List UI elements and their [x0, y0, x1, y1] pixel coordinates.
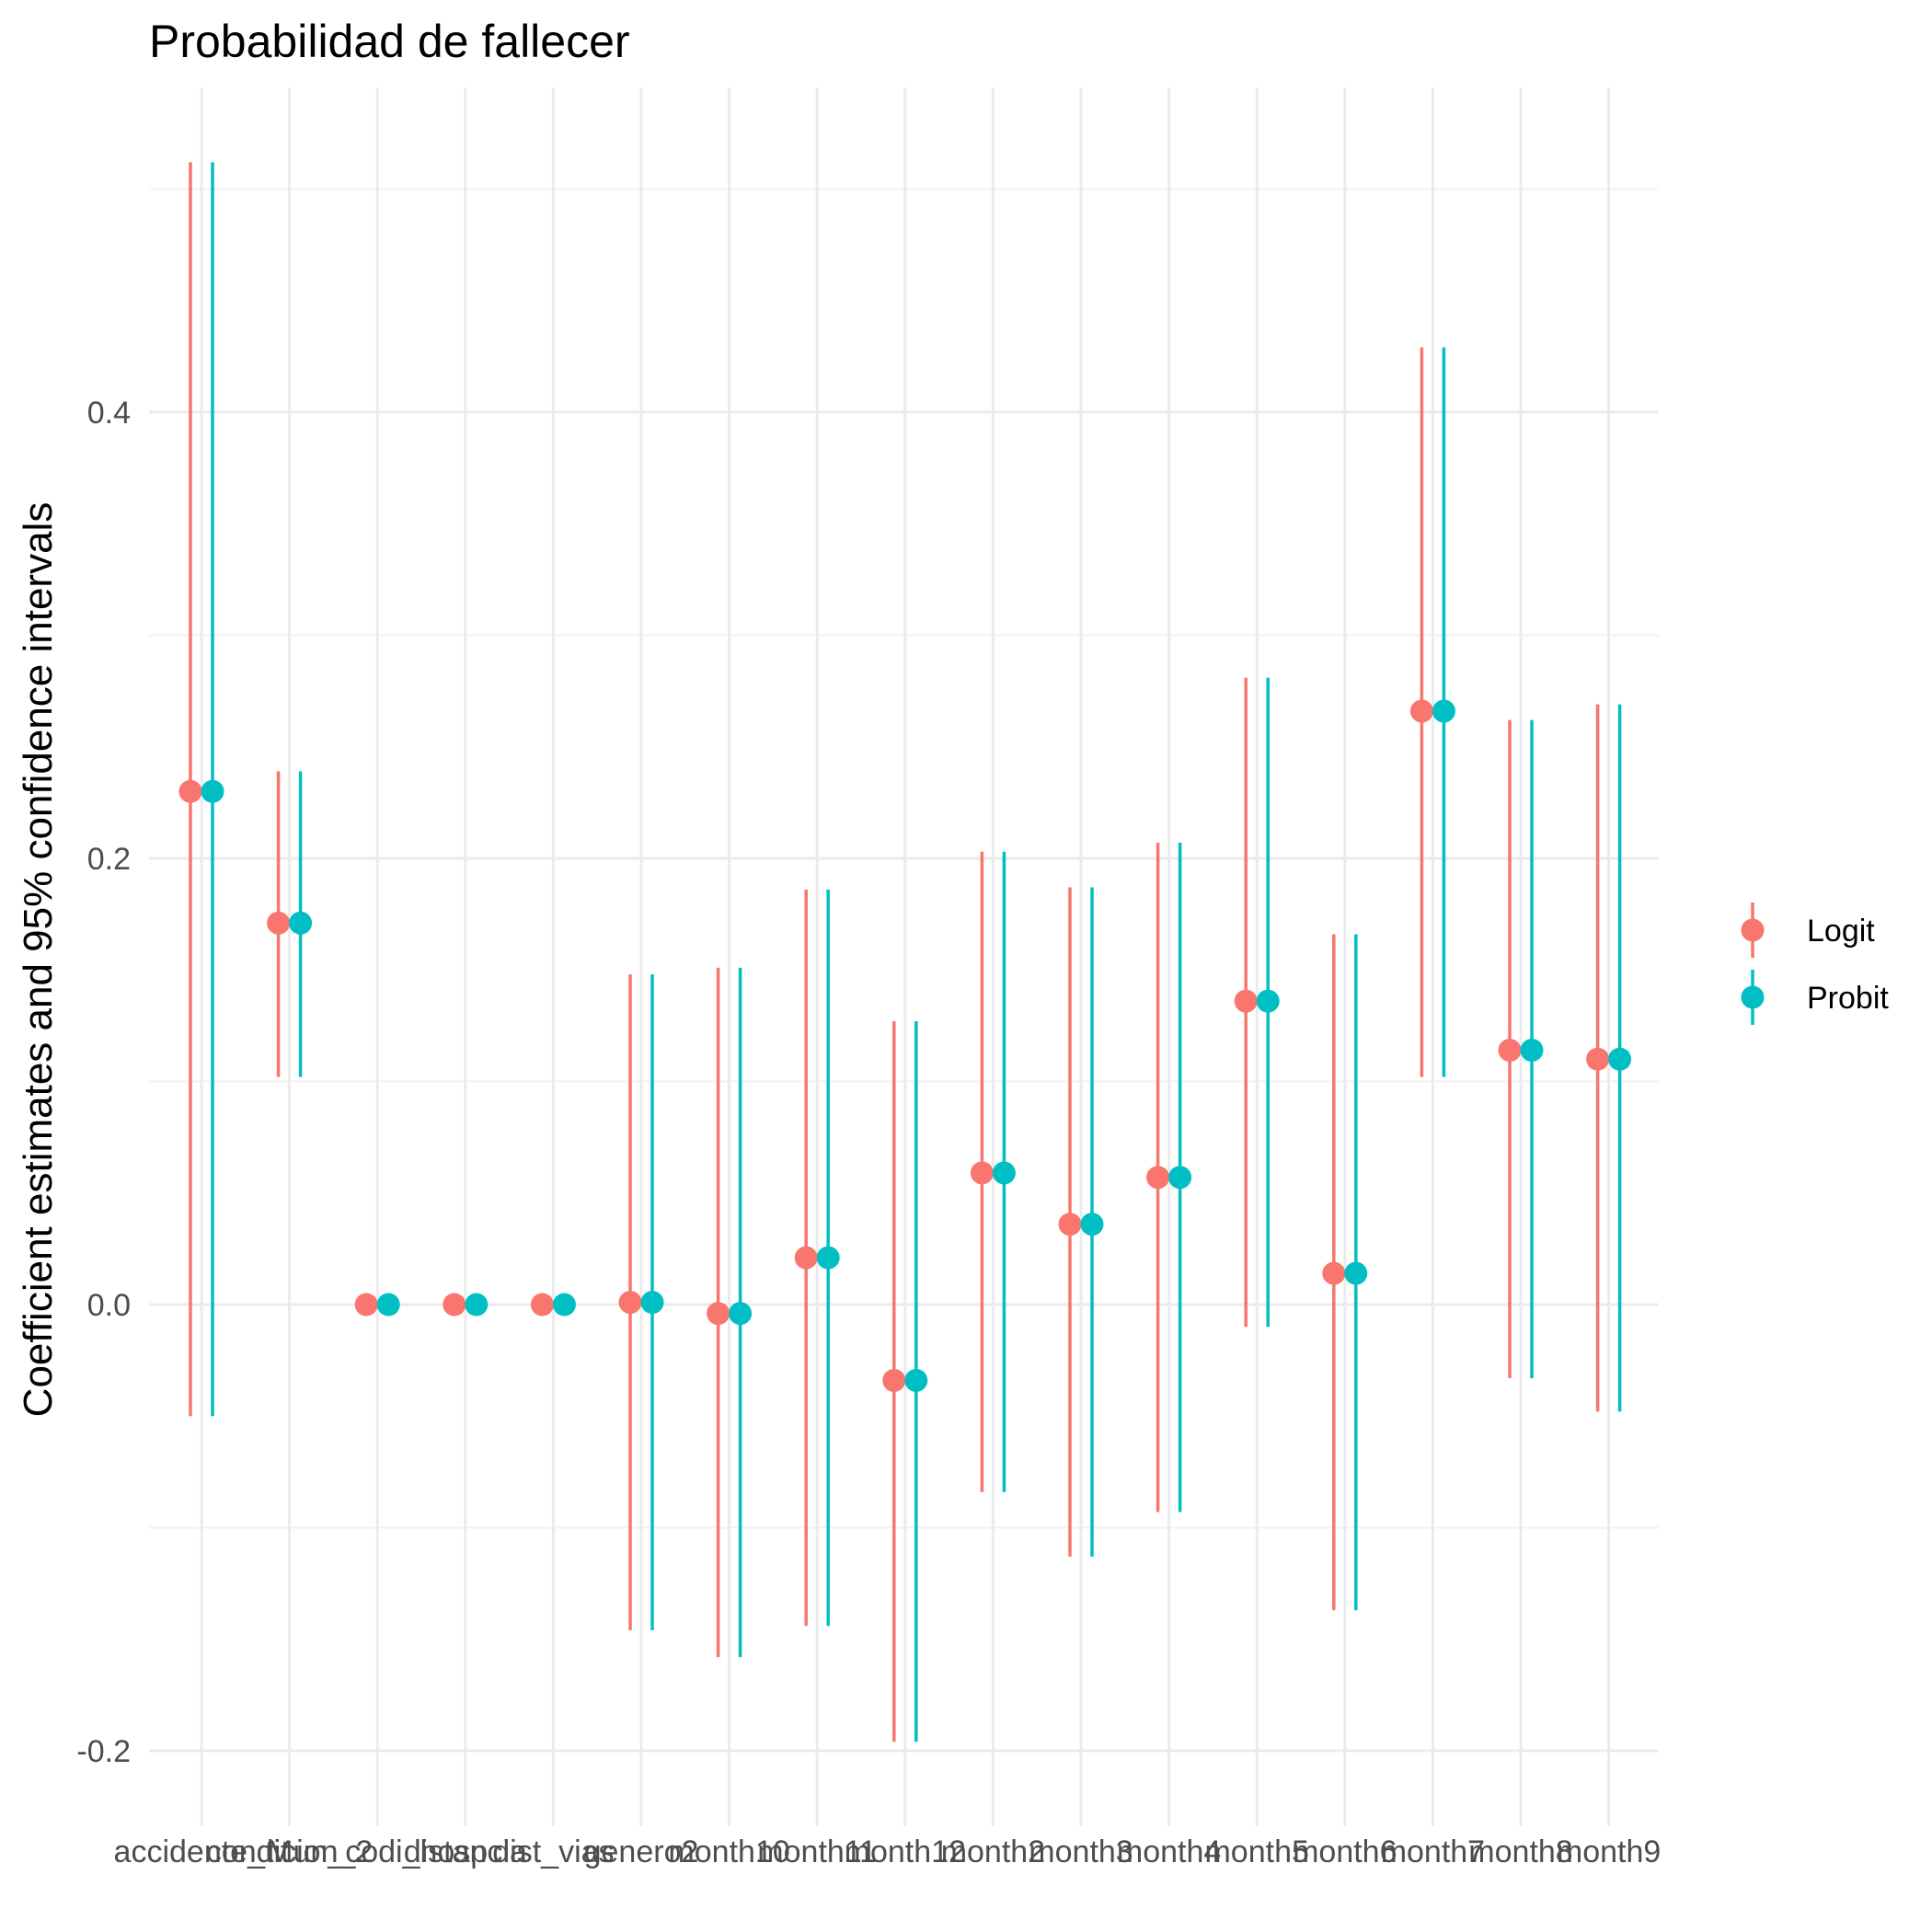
x-tick-label: Mun_codi_hosp [267, 1834, 488, 1869]
x-tick-label: month7 [1381, 1834, 1485, 1869]
coefficient-point [904, 1368, 928, 1392]
x-tick-label: month4 [1117, 1834, 1221, 1869]
coefficient-point [530, 1293, 554, 1317]
series-logit [178, 162, 1610, 1742]
series-probit [201, 162, 1632, 1742]
series-marks [178, 162, 1632, 1742]
x-tick-label: dist_vias [492, 1834, 614, 1869]
x-axis-ticks: accidente_titcondicion_2Mun_codi_hospdis… [114, 1834, 1662, 1869]
coefficient-point [1586, 1047, 1610, 1071]
legend-label: Logit [1807, 914, 1875, 949]
x-tick-label: month5 [1204, 1834, 1308, 1869]
coefficient-point [354, 1293, 378, 1317]
x-tick-label: month8 [1468, 1834, 1572, 1869]
coefficient-point [1146, 1166, 1170, 1190]
coefficient-point [1344, 1261, 1368, 1285]
y-axis-label: Coefficient estimates and 95% confidence… [16, 502, 61, 1418]
y-tick-label: 0.0 [87, 1288, 131, 1323]
legend-label: Probit [1807, 981, 1889, 1016]
coefficient-point [1234, 989, 1258, 1013]
x-tick-label: month10 [668, 1834, 789, 1869]
coefficient-point [1409, 699, 1433, 723]
y-tick-label: 0.4 [87, 396, 131, 431]
legend-key-point [1741, 918, 1765, 942]
coefficient-point [443, 1293, 466, 1317]
coefficient-point [1256, 989, 1280, 1013]
x-tick-label: month12 [845, 1834, 966, 1869]
legend: Logit Probit [1741, 903, 1889, 1025]
coefficient-point [618, 1291, 642, 1315]
coefficient-point [1058, 1213, 1082, 1236]
coefficient-point [1080, 1213, 1104, 1236]
x-tick-label: condicion_2 [206, 1834, 373, 1869]
coefficient-point [992, 1161, 1016, 1185]
y-tick-label: 0.2 [87, 842, 131, 877]
x-tick-label: month3 [1029, 1834, 1133, 1869]
y-tick-label: -0.2 [76, 1734, 131, 1769]
coefficient-point [640, 1291, 664, 1315]
coefficient-point [882, 1368, 906, 1392]
x-tick-label: distancia [404, 1834, 527, 1869]
x-tick-label: month6 [1293, 1834, 1397, 1869]
x-tick-label: month2 [941, 1834, 1045, 1869]
coefficient-point [201, 779, 224, 803]
coefficient-point [178, 779, 202, 803]
coefficient-point [794, 1246, 818, 1270]
coefficient-point [1322, 1261, 1346, 1285]
coefficient-point [816, 1246, 840, 1270]
y-axis-ticks: -0.2 0.0 0.2 0.4 [76, 396, 131, 1769]
coefficient-point [970, 1161, 994, 1185]
coefficient-point [1432, 699, 1455, 723]
coefficient-point [465, 1293, 489, 1317]
chart-title: Probabilidad de fallecer [149, 16, 630, 67]
coefficient-point [289, 911, 313, 935]
x-tick-label: genero2 [584, 1834, 699, 1869]
x-tick-label: accidente_tit [114, 1834, 290, 1869]
coefficient-point [552, 1293, 576, 1317]
coefficient-point [376, 1293, 400, 1317]
x-tick-label: month11 [757, 1834, 877, 1869]
grid [149, 87, 1659, 1826]
legend-key-point [1741, 985, 1765, 1009]
coefficient-point [729, 1302, 753, 1326]
coefficient-point [1168, 1166, 1192, 1190]
x-tick-label: month9 [1557, 1834, 1661, 1869]
coefficient-point [707, 1302, 730, 1326]
coefficient-point [1520, 1039, 1544, 1063]
coefficient-point [1608, 1047, 1632, 1071]
coefficient-point [1498, 1039, 1522, 1063]
coefficient-point [267, 911, 291, 935]
